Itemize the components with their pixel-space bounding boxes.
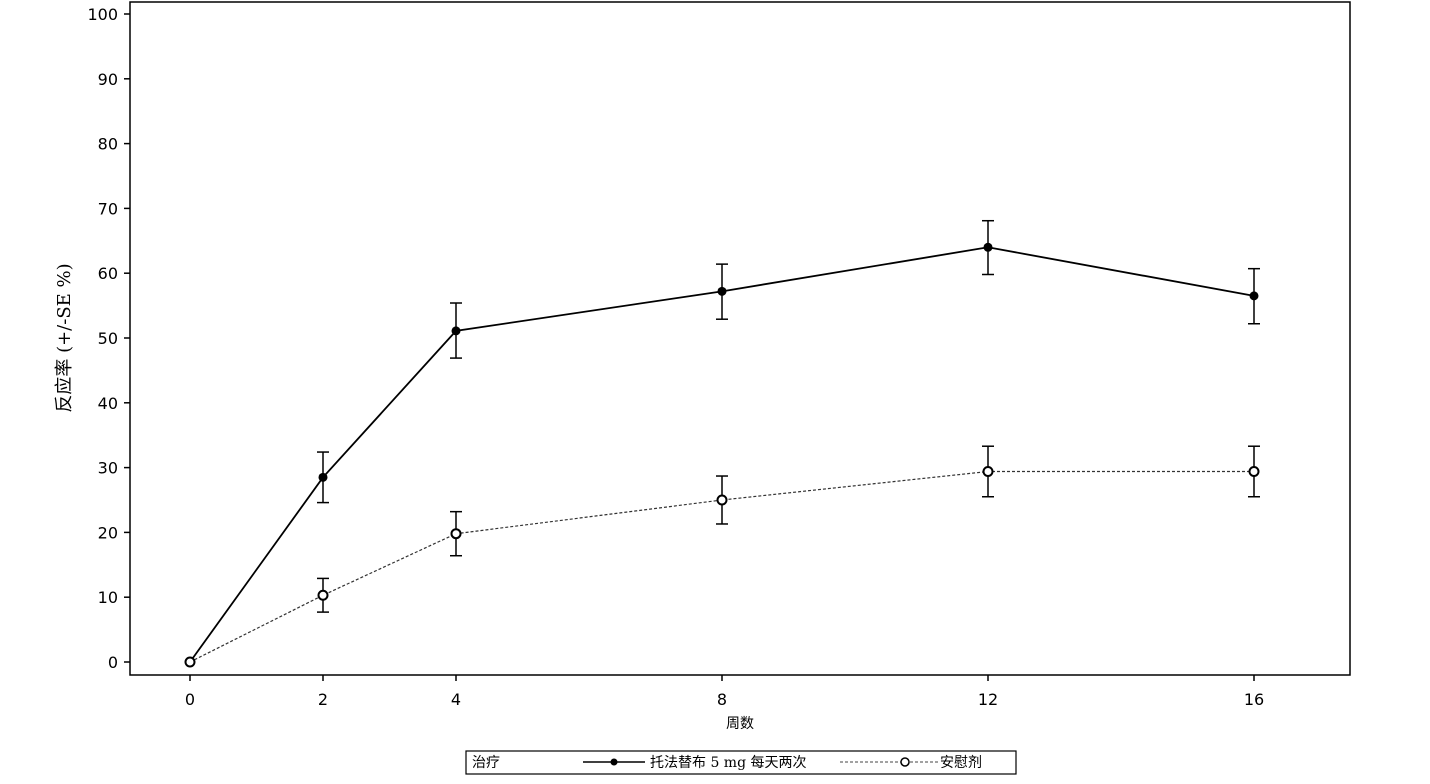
legend-marker-series-1 xyxy=(610,758,618,766)
data-point xyxy=(983,242,993,252)
axes xyxy=(129,1,1351,676)
legend-box xyxy=(465,750,1017,775)
x-tick-label: 16 xyxy=(1244,690,1264,709)
series-line xyxy=(189,470,1254,663)
x-tick-label: 4 xyxy=(451,690,461,709)
data-point xyxy=(716,494,728,506)
data-point xyxy=(982,465,994,477)
y-tick-label: 10 xyxy=(98,588,118,607)
data-point xyxy=(1249,291,1259,301)
legend-label-series-1: 托法替布 5 mg 每天两次 xyxy=(650,755,807,771)
series-1 xyxy=(185,219,1260,667)
data-point xyxy=(717,286,727,296)
data-point xyxy=(1248,465,1260,477)
plot-frame xyxy=(129,1,1351,676)
data-point xyxy=(450,528,462,540)
y-tick-label: 70 xyxy=(98,199,118,218)
data-point xyxy=(318,472,328,482)
y-tick-label: 60 xyxy=(98,264,118,283)
x-tick-label: 0 xyxy=(185,690,195,709)
y-tick-label: 20 xyxy=(98,523,118,542)
y-tick-label: 100 xyxy=(87,5,118,24)
y-axis: 0 10 20 30 40 50 60 70 80 90 100 xyxy=(87,5,130,672)
legend: 治疗 托法替布 5 mg 每天两次 安慰剂 xyxy=(465,750,1017,775)
series-layer xyxy=(184,219,1260,668)
data-point xyxy=(317,589,329,601)
y-tick-label: 40 xyxy=(98,394,118,413)
x-tick-label: 8 xyxy=(717,690,727,709)
legend-marker-series-2 xyxy=(900,757,910,767)
series-line xyxy=(189,246,1255,663)
x-axis-title: 周数 xyxy=(726,716,754,732)
legend-label-series-2: 安慰剂 xyxy=(940,754,982,771)
legend-title: 治疗 xyxy=(472,755,500,771)
y-tick-label: 0 xyxy=(108,653,118,672)
data-point xyxy=(184,656,196,668)
y-tick-label: 80 xyxy=(98,135,118,154)
y-tick-label: 90 xyxy=(98,70,118,89)
y-tick-label: 30 xyxy=(98,459,118,478)
x-axis: 0 2 4 8 12 16 xyxy=(185,675,1264,709)
x-tick-label: 12 xyxy=(978,690,998,709)
x-tick-label: 2 xyxy=(318,690,328,709)
y-tick-label: 50 xyxy=(98,329,118,348)
y-axis-title: 反应率 (+/-SE %) xyxy=(54,263,75,412)
data-point xyxy=(451,326,461,336)
series-2 xyxy=(184,445,1260,668)
